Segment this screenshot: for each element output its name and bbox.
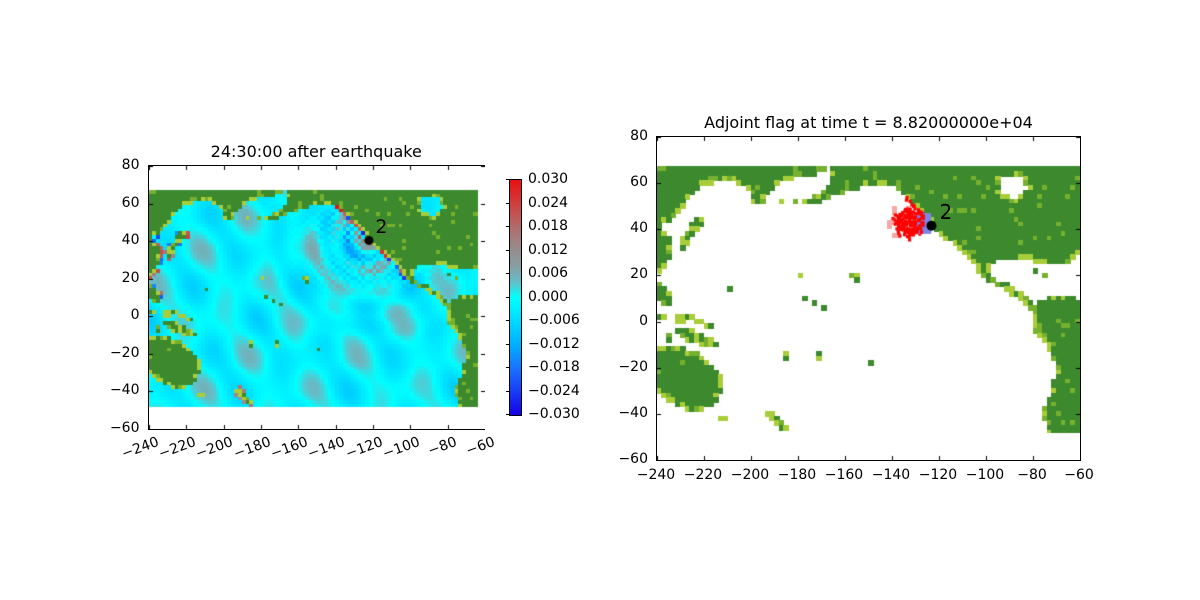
right-source-label: 2	[939, 199, 953, 224]
right-x-tick-label: −200	[730, 467, 770, 483]
colorbar-tick-label: −0.012	[528, 335, 580, 352]
left-plot-title: 24:30:00 after earthquake	[210, 142, 422, 161]
colorbar-tick-label: −0.024	[528, 382, 580, 399]
colorbar-tick-label: 0.030	[528, 171, 569, 187]
colorbar-tick-mark	[506, 320, 510, 321]
right-y-tick-label: 80	[630, 128, 648, 144]
right-x-tick-label: −100	[965, 467, 1005, 483]
colorbar-tick-label: −0.018	[528, 359, 580, 375]
right-y-tick-label: −20	[618, 358, 648, 375]
colorbar-tick-label: −0.030	[528, 406, 580, 422]
right-y-tick-label: 40	[630, 220, 648, 237]
left-y-tick-label: 0	[130, 307, 140, 324]
right-x-tick-label: −120	[918, 467, 958, 483]
colorbar-tick-mark	[506, 226, 510, 227]
right-map-axes	[656, 136, 1081, 461]
right-plot-title: Adjoint flag at time t = 8.82000000e+04	[704, 113, 1033, 132]
right-y-tick-label: −60	[618, 451, 648, 467]
left-y-tick-label: −40	[109, 382, 140, 399]
colorbar-tick-label: 0.018	[528, 218, 569, 234]
colorbar	[509, 179, 522, 416]
left-y-tick-label: 40	[121, 232, 140, 249]
left-y-tick-label: −20	[109, 344, 140, 361]
right-x-tick-label: −220	[683, 467, 723, 483]
right-x-tick-label: −80	[1017, 467, 1047, 483]
colorbar-tick-label: −0.006	[528, 312, 580, 328]
left-map-canvas	[148, 166, 485, 429]
colorbar-tick-label: 0.000	[528, 288, 569, 305]
left-y-tick-label: 20	[121, 269, 140, 286]
right-y-tick-label: 0	[639, 312, 648, 329]
colorbar-tick-label: 0.024	[528, 194, 569, 211]
right-map-canvas	[657, 137, 1080, 460]
colorbar-tick-label: 0.006	[528, 265, 569, 281]
colorbar-tick-mark	[506, 273, 510, 274]
right-x-tick-label: −180	[777, 467, 817, 483]
right-x-tick-label: −140	[871, 467, 911, 483]
left-y-tick-label: 80	[121, 157, 140, 173]
colorbar-tick-mark	[506, 391, 510, 392]
left-source-label: 2	[375, 216, 388, 239]
left-y-tick-label: 60	[121, 194, 140, 211]
colorbar-tick-mark	[506, 203, 510, 204]
colorbar-tick-mark	[506, 367, 510, 368]
right-x-tick-label: −160	[824, 467, 864, 483]
right-x-tick-label: −60	[1064, 467, 1094, 483]
colorbar-tick-mark	[506, 250, 510, 251]
right-y-tick-label: 20	[630, 266, 648, 283]
left-y-tick-label: −60	[109, 420, 140, 436]
colorbar-tick-mark	[506, 297, 510, 298]
left-map-axes	[147, 165, 485, 430]
right-y-tick-label: 60	[630, 174, 648, 191]
colorbar-tick-mark	[506, 344, 510, 345]
colorbar-tick-mark	[506, 179, 510, 180]
right-x-tick-label: −240	[636, 467, 676, 483]
colorbar-tick-label: 0.012	[528, 241, 569, 258]
colorbar-tick-mark	[506, 414, 510, 415]
right-y-tick-label: −40	[618, 404, 648, 421]
